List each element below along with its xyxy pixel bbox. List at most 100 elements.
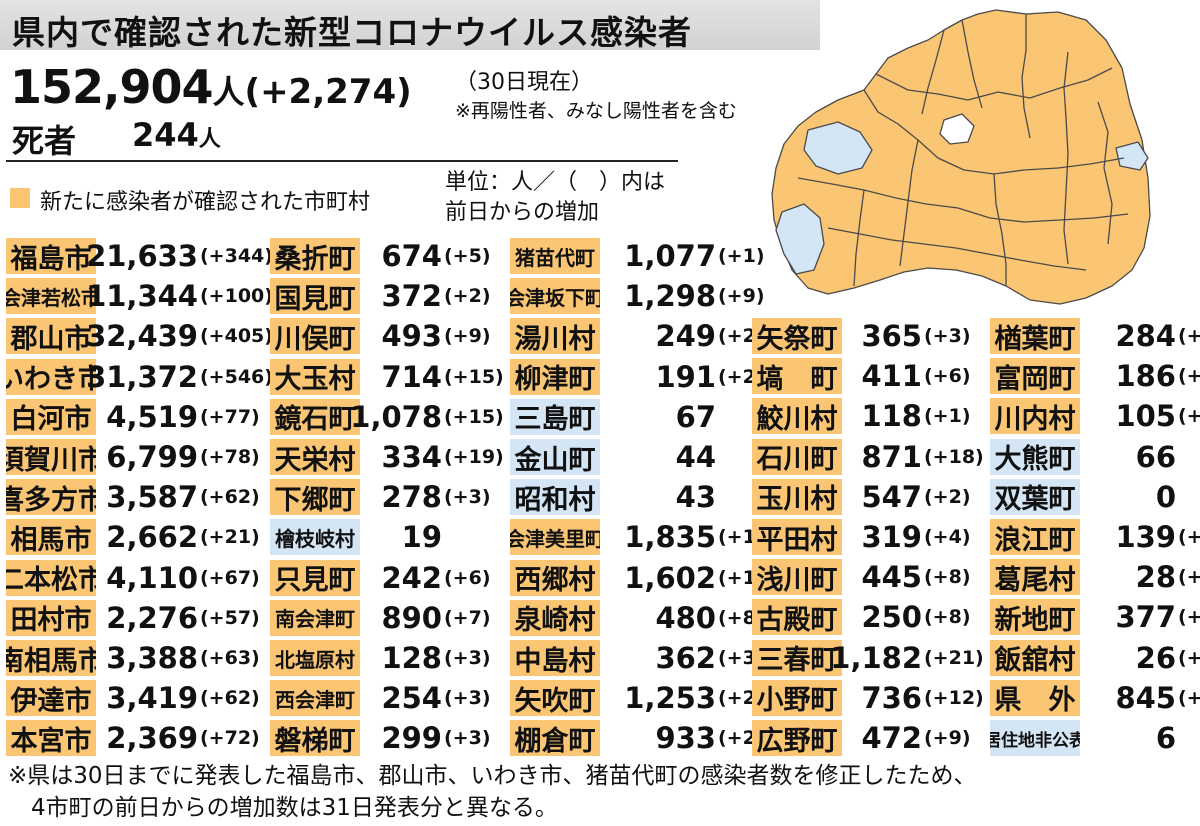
municipality-row: 二本松市 4,110 (+67) bbox=[6, 559, 260, 596]
region-futaba bbox=[1115, 141, 1149, 171]
municipality-row: 矢吹町 1,253 (+27) bbox=[510, 680, 778, 717]
municipality-row: 猪苗代町 1,077 (+1) bbox=[510, 238, 765, 274]
case-increase: (+63) bbox=[200, 647, 260, 669]
region-border bbox=[1021, 14, 1031, 139]
case-count: 1,602 bbox=[624, 560, 716, 595]
case-increase: (+21) bbox=[924, 646, 984, 669]
region-lake-inawashiro bbox=[939, 113, 975, 145]
case-increase: (+67) bbox=[200, 566, 260, 589]
case-count: 3,388 bbox=[106, 641, 198, 675]
case-count: 31,372 bbox=[86, 359, 198, 394]
municipality-name: 浅川町 bbox=[752, 559, 842, 596]
municipality-row: 北塩原村 128 (+3) bbox=[270, 640, 491, 676]
municipality-row: 大玉村 714 (+15) bbox=[270, 358, 504, 395]
municipality-row: 双葉町 0 bbox=[990, 478, 1200, 515]
municipality-row: 桑折町 674 (+5) bbox=[270, 238, 491, 274]
total-unit: 人 bbox=[212, 73, 245, 111]
municipality-row: 西郷村 1,602 (+16) bbox=[510, 559, 778, 596]
case-increase: (+12) bbox=[924, 686, 984, 709]
municipality-row: 三春町 1,182 (+21) bbox=[752, 639, 984, 676]
case-count: 278 bbox=[381, 480, 442, 515]
municipality-name: 桑折町 bbox=[270, 238, 360, 274]
case-increase: (+9) bbox=[444, 325, 491, 348]
municipality-row: 石川町 871 (+18) bbox=[752, 438, 984, 475]
municipality-row: 鏡石町 1,078 (+15) bbox=[270, 398, 504, 435]
region-border bbox=[827, 227, 1087, 271]
legend-text: 新たに感染者が確認された市町村 bbox=[40, 190, 371, 215]
case-count: 6 bbox=[1155, 721, 1176, 755]
footnote-line: 4市町の前日からの増加数は31日発表分と異なる。 bbox=[8, 795, 558, 821]
case-count: 3,587 bbox=[106, 480, 198, 515]
municipality-name: 磐梯町 bbox=[270, 720, 360, 757]
case-increase: (+8) bbox=[924, 566, 971, 589]
municipality-name: 柳津町 bbox=[510, 358, 600, 395]
case-count: 1,298 bbox=[624, 279, 716, 314]
municipality-row: 新地町 377(+4) bbox=[990, 599, 1200, 636]
case-increase: (+4) bbox=[1178, 606, 1200, 629]
case-increase: (+62) bbox=[200, 687, 260, 710]
municipality-row: 塙 町 411 (+6) bbox=[752, 358, 971, 395]
municipality-row: 金山町 44 bbox=[510, 439, 720, 475]
case-count: 191 bbox=[655, 359, 716, 394]
total-count: 152,904 bbox=[10, 60, 214, 114]
case-count: 480 bbox=[655, 600, 716, 635]
municipality-name: 北塩原村 bbox=[270, 640, 360, 676]
deaths-value: 244人 bbox=[132, 116, 221, 154]
case-increase: (+18) bbox=[924, 445, 984, 468]
case-count: 362 bbox=[655, 641, 716, 675]
municipality-row: 広野町 472 (+9) bbox=[752, 720, 971, 756]
municipality-name: 平田村 bbox=[752, 519, 842, 555]
municipality-name: 西郷村 bbox=[510, 559, 600, 596]
case-increase: (+4) bbox=[924, 526, 971, 548]
municipality-row: 伊達市 3,419 (+62) bbox=[6, 680, 260, 717]
case-count: 674 bbox=[381, 239, 442, 273]
unit-note-line: 前日からの増加 bbox=[445, 200, 600, 225]
municipality-row: 葛尾村 28(+1) bbox=[990, 559, 1200, 596]
region-border bbox=[875, 67, 1113, 101]
region-kitashiobara bbox=[803, 121, 873, 175]
case-increase: (+546) bbox=[200, 365, 273, 388]
municipality-row: 本宮市 2,369 (+72) bbox=[6, 720, 260, 757]
municipality-row: 白河市 4,519 (+77) bbox=[6, 398, 260, 435]
inclusion-note: ※再陽性者、みなし陽性者を含む bbox=[455, 100, 737, 122]
case-count: 445 bbox=[861, 560, 922, 595]
municipality-row: 喜多方市 3,587 (+62) bbox=[6, 479, 260, 516]
municipality-row: 県 外 845(+6) bbox=[990, 679, 1200, 716]
municipality-row: 西会津町 254 (+3) bbox=[270, 680, 491, 717]
municipality-row: 会津坂下町 1,298 (+9) bbox=[510, 278, 765, 315]
case-count: 871 bbox=[861, 439, 922, 474]
region-border bbox=[1063, 51, 1069, 265]
total-cases: 152,904人(+2,274) bbox=[10, 60, 412, 114]
municipality-row: 小野町 736 (+12) bbox=[752, 679, 984, 716]
municipality-name: 大玉村 bbox=[270, 358, 360, 395]
municipality-name: 猪苗代町 bbox=[510, 238, 600, 274]
case-increase: (+3) bbox=[444, 687, 491, 710]
municipality-row: 昭和村 43 bbox=[510, 479, 720, 516]
municipality-name: 小野町 bbox=[752, 679, 842, 716]
case-count: 0 bbox=[1155, 479, 1176, 514]
municipality-row: 棚倉町 933 (+22) bbox=[510, 720, 778, 757]
municipality-name: 中島村 bbox=[510, 640, 600, 676]
municipality-name: 湯川村 bbox=[510, 318, 600, 355]
municipality-name: 三春町 bbox=[752, 639, 842, 676]
municipality-row: いわき市 31,372 (+546) bbox=[6, 358, 273, 395]
case-count: 28 bbox=[1135, 560, 1176, 595]
municipality-name: 新地町 bbox=[990, 599, 1080, 636]
municipality-row: 富岡町 186(+4) bbox=[990, 358, 1200, 395]
municipality-name: 塙 町 bbox=[752, 358, 842, 395]
municipality-row: 須賀川市 6,799 (+78) bbox=[6, 439, 260, 475]
deaths: 死者 244人 bbox=[12, 116, 221, 162]
municipality-row: 郡山市 32,439 (+405) bbox=[6, 318, 273, 355]
municipality-row: 居住地非公表 6 bbox=[990, 720, 1200, 756]
case-increase: (+15) bbox=[444, 405, 504, 428]
case-count: 254 bbox=[381, 681, 442, 716]
case-increase: (+6) bbox=[924, 365, 971, 388]
municipality-row: 矢祭町 365 (+3) bbox=[752, 318, 971, 354]
case-count: 26 bbox=[1135, 640, 1176, 675]
municipality-row: 鮫川村 118 (+1) bbox=[752, 398, 971, 435]
municipality-name: 国見町 bbox=[270, 278, 360, 315]
case-increase: (+405) bbox=[200, 325, 273, 348]
case-count: 44 bbox=[675, 440, 716, 474]
municipality-row: 檜枝岐村 19 bbox=[270, 519, 480, 556]
fukushima-map bbox=[771, 9, 1151, 305]
